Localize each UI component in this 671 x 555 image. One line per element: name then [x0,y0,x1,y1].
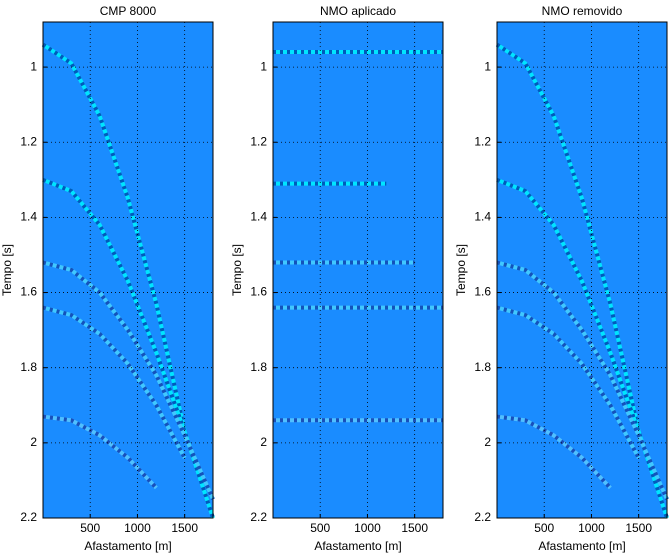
y-tick-label: 1.8 [20,360,37,374]
y-tick-label: 1.4 [20,210,37,224]
x-axis-label: Afastamento [m] [538,539,625,553]
y-tick-label: 1.2 [474,134,491,148]
reflection-event-texture [42,260,215,501]
plot-frame [496,21,668,519]
x-tick-label: 500 [80,521,100,535]
plot-frame [42,21,214,519]
y-tick-label: 1.6 [474,285,491,299]
y-tick-label: 2 [260,435,267,449]
y-axis-label: Tempo [s] [230,244,244,296]
y-axis-label: Tempo [s] [454,244,468,296]
panel-title: NMO aplicado [320,4,396,18]
y-tick-label: 1.2 [20,134,37,148]
y-tick-label: 1.4 [474,210,491,224]
reflection-event-texture [495,42,641,433]
reflection-event [496,414,612,490]
y-tick-label: 1.8 [474,360,491,374]
y-tick-label: 2 [484,435,491,449]
y-tick-label: 1 [260,59,267,73]
x-tick-label: 1500 [401,521,428,535]
panel-title: CMP 8000 [100,4,157,18]
plot-background [273,22,443,518]
y-tick-label: 1.4 [250,210,267,224]
y-tick-label: 1.8 [250,360,267,374]
x-tick-label: 1500 [171,521,198,535]
x-tick-label: 500 [534,521,554,535]
x-tick-label: 1000 [354,521,381,535]
y-axis-label: Tempo [s] [0,244,14,296]
reflection-event [496,305,641,459]
x-tick-label: 1000 [578,521,605,535]
y-tick-label: 1.6 [250,285,267,299]
y-tick-label: 2.2 [20,510,37,524]
y-tick-label: 1 [30,59,37,73]
reflection-event-texture [496,177,669,519]
y-tick-label: 2 [30,435,37,449]
y-tick-label: 1.2 [250,134,267,148]
x-tick-label: 500 [310,521,330,535]
x-axis-label: Afastamento [m] [314,539,401,553]
y-tick-label: 1 [484,59,491,73]
reflection-event [42,414,158,490]
x-tick-label: 1000 [124,521,151,535]
reflection-event [42,305,187,459]
plot-frame [272,21,444,519]
reflection-event-texture [42,177,215,519]
y-tick-label: 2.2 [474,510,491,524]
reflection-event-texture [496,260,669,501]
x-tick-label: 1500 [625,521,652,535]
panel-title: NMO removido [542,4,623,18]
x-axis-label: Afastamento [m] [84,539,171,553]
y-tick-label: 1.6 [20,285,37,299]
reflection-event-texture [41,42,187,433]
y-tick-label: 2.2 [250,510,267,524]
